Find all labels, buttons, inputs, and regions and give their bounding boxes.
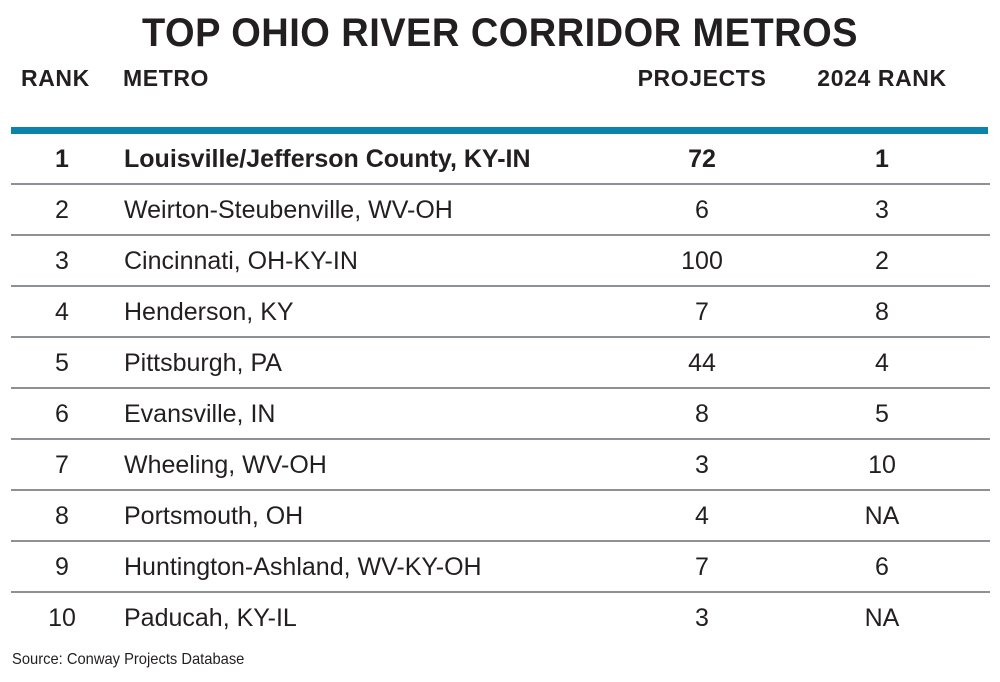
cell-prior-rank: 8 <box>875 298 889 326</box>
cell-projects: 7 <box>695 298 709 326</box>
table-row: 4 Henderson, KY 7 8 <box>0 287 1000 338</box>
cell-projects: 8 <box>695 400 709 428</box>
row-divider <box>11 438 990 440</box>
cell-prior-rank: 10 <box>868 451 896 479</box>
row-divider <box>11 183 990 185</box>
cell-prior-rank: NA <box>864 604 900 632</box>
row-divider <box>11 234 990 236</box>
cell-rank: 3 <box>55 247 69 275</box>
cell-rank: 10 <box>48 604 76 632</box>
column-header-prior-rank: 2024 RANK <box>817 65 947 91</box>
column-header-metro: METRO <box>123 65 210 91</box>
page-title: TOP OHIO RIVER CORRIDOR METROS <box>142 11 858 55</box>
table-row: 5 Pittsburgh, PA 44 4 <box>0 338 1000 389</box>
table-row: 7 Wheeling, WV-OH 3 10 <box>0 440 1000 491</box>
source-note: Source: Conway Projects Database <box>12 651 245 668</box>
column-header-row: RANK METRO PROJECTS 2024 RANK <box>0 63 1000 95</box>
cell-projects: 7 <box>695 553 709 581</box>
cell-metro: Huntington-Ashland, WV-KY-OH <box>124 553 482 581</box>
cell-metro: Portsmouth, OH <box>124 502 304 530</box>
cell-projects: 72 <box>688 145 716 173</box>
table-row: 2 Weirton-Steubenville, WV-OH 6 3 <box>0 185 1000 236</box>
cell-metro: Louisville/Jefferson County, KY-IN <box>124 145 531 173</box>
cell-prior-rank: 5 <box>875 400 889 428</box>
cell-metro: Paducah, KY-IL <box>124 604 297 632</box>
row-divider <box>11 489 990 491</box>
cell-rank: 9 <box>55 553 69 581</box>
cell-rank: 8 <box>55 502 69 530</box>
row-divider <box>11 387 990 389</box>
row-divider <box>11 540 990 542</box>
column-header-rank: RANK <box>21 65 90 91</box>
accent-bar <box>11 127 988 134</box>
cell-prior-rank: 6 <box>875 553 889 581</box>
row-divider <box>11 591 990 593</box>
cell-projects: 4 <box>695 502 709 530</box>
cell-projects: 3 <box>695 604 709 632</box>
cell-metro: Cincinnati, OH-KY-IN <box>124 247 358 275</box>
table-row: 1 Louisville/Jefferson County, KY-IN 72 1 <box>0 134 1000 185</box>
cell-prior-rank: 4 <box>875 349 889 377</box>
cell-rank: 2 <box>55 196 69 224</box>
cell-projects: 100 <box>681 247 723 275</box>
table-row: 3 Cincinnati, OH-KY-IN 100 2 <box>0 236 1000 287</box>
cell-rank: 6 <box>55 400 69 428</box>
cell-metro: Weirton-Steubenville, WV-OH <box>124 196 453 224</box>
cell-projects: 6 <box>695 196 709 224</box>
table-row: 8 Portsmouth, OH 4 NA <box>0 491 1000 542</box>
cell-metro: Pittsburgh, PA <box>124 349 282 377</box>
cell-rank: 4 <box>55 298 69 326</box>
table-row: 10 Paducah, KY-IL 3 NA <box>0 593 1000 644</box>
cell-rank: 1 <box>55 145 69 173</box>
cell-metro: Wheeling, WV-OH <box>124 451 327 479</box>
cell-projects: 44 <box>688 349 716 377</box>
table-row: 6 Evansville, IN 8 5 <box>0 389 1000 440</box>
cell-prior-rank: NA <box>864 502 900 530</box>
cell-prior-rank: 1 <box>875 145 889 173</box>
table-row: 9 Huntington-Ashland, WV-KY-OH 7 6 <box>0 542 1000 593</box>
column-header-projects: PROJECTS <box>637 65 767 91</box>
cell-metro: Evansville, IN <box>124 400 276 428</box>
cell-rank: 5 <box>55 349 69 377</box>
cell-metro: Henderson, KY <box>124 298 294 326</box>
metros-table: 1 Louisville/Jefferson County, KY-IN 72 1 2 W… <box>0 134 1000 644</box>
cell-prior-rank: 2 <box>875 247 889 275</box>
row-divider <box>11 285 990 287</box>
row-divider <box>11 336 990 338</box>
cell-rank: 7 <box>55 451 69 479</box>
cell-projects: 3 <box>695 451 709 479</box>
cell-prior-rank: 3 <box>875 196 889 224</box>
